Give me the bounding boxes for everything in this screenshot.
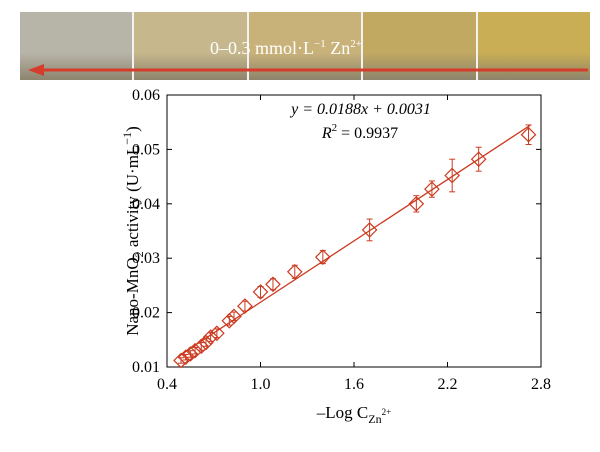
fit-line xyxy=(179,124,531,356)
x-axis-label-subsup: 2+ xyxy=(382,407,392,417)
data-point xyxy=(361,218,378,242)
x-tick-label: 0.4 xyxy=(157,376,177,393)
data-point xyxy=(226,308,242,325)
y-axis-label-sup: −1 xyxy=(120,132,134,145)
diamond-marker xyxy=(252,284,269,300)
data-points xyxy=(173,124,537,369)
diamond-marker xyxy=(314,249,331,265)
data-point xyxy=(265,276,281,293)
diamond-marker xyxy=(187,342,203,359)
y-tick-label: 0.04 xyxy=(132,196,160,213)
x-tick-label: 2.2 xyxy=(438,376,458,393)
r-squared-value: = 0.9937 xyxy=(337,125,398,142)
y-axis-label-sub: 2 xyxy=(132,251,146,257)
diamond-marker xyxy=(408,195,425,212)
x-axis-label-sub: Zn xyxy=(368,412,381,426)
diamond-marker xyxy=(470,151,487,168)
data-point xyxy=(209,325,225,342)
y-tick-label: 0.06 xyxy=(132,87,160,104)
diamond-marker xyxy=(265,276,281,293)
diamond-marker xyxy=(209,325,225,342)
r-squared-symbol: R xyxy=(321,125,332,142)
r-squared-sup: 2 xyxy=(332,122,338,134)
diamond-marker xyxy=(520,126,537,143)
x-axis-label-main: –Log C xyxy=(316,403,368,422)
data-point xyxy=(444,158,461,193)
direction-arrow xyxy=(28,64,588,76)
concentration-label-sup: −1 xyxy=(314,38,326,50)
data-point xyxy=(470,146,487,172)
concentration-label-text: 0–0.3 mmol·L xyxy=(210,38,314,58)
data-point xyxy=(286,263,303,280)
x-tick-label: 1.0 xyxy=(251,376,271,393)
y-tick-label: 0.01 xyxy=(132,359,160,376)
diamond-marker xyxy=(424,181,440,197)
diamond-marker xyxy=(237,298,253,314)
diamond-marker xyxy=(286,263,303,280)
data-point xyxy=(314,249,331,265)
data-point xyxy=(408,195,425,213)
y-axis-label: Nano-MnO2 activity (U·mL−1) xyxy=(120,126,146,336)
x-tick-label: 1.6 xyxy=(344,376,364,393)
y-tick-label: 0.05 xyxy=(132,141,160,158)
data-point xyxy=(252,284,269,300)
x-tick-label: 2.8 xyxy=(531,376,551,393)
diamond-marker xyxy=(226,308,242,325)
data-point xyxy=(424,180,440,198)
y-tick-label: 0.03 xyxy=(132,250,160,267)
x-axis-label: –Log CZn2+ xyxy=(316,403,391,426)
equation-label: y = 0.0188x + 0.0031 xyxy=(289,101,431,118)
data-point xyxy=(520,124,537,146)
y-tick-label: 0.02 xyxy=(132,305,160,322)
concentration-label: 0–0.3 mmol·L−1 Zn2+ xyxy=(210,38,362,59)
y-axis-label-end: ) xyxy=(123,126,142,132)
diamond-marker xyxy=(361,222,378,238)
concentration-label-ion: Zn xyxy=(325,38,351,58)
fit-line-group xyxy=(179,124,531,356)
y-axis-label-main: Nano-MnO xyxy=(123,257,142,335)
y-axis-label-rest: activity (U·mL xyxy=(123,145,142,252)
concentration-label-ion-sup: 2+ xyxy=(350,38,362,50)
data-point xyxy=(237,298,253,314)
axis-ticks: 0.4 1.0 1.6 2.2 2.8 0.01 0.02 0.03 0.04 0.05 0.06 xyxy=(132,87,551,393)
diamond-marker xyxy=(202,329,219,345)
r-squared-label: R2 = 0.9937 xyxy=(321,122,398,142)
diamond-marker xyxy=(444,167,461,184)
direction-arrow-head xyxy=(28,64,44,76)
